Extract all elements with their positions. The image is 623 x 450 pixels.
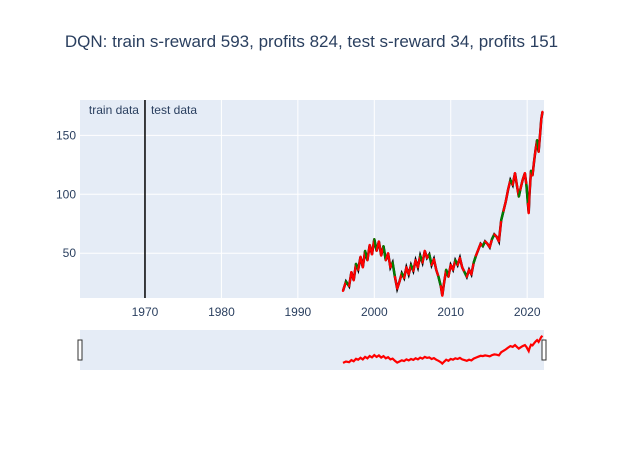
slider-price-line xyxy=(342,334,544,366)
x-tick-label: 1990 xyxy=(285,305,312,319)
range-slider-background[interactable] xyxy=(80,330,544,370)
y-tick-label: 150 xyxy=(56,128,76,142)
sell-segment xyxy=(528,169,533,196)
price-series xyxy=(341,110,544,297)
sell-segment xyxy=(386,252,392,269)
sell-segment xyxy=(527,193,531,215)
sell-segment xyxy=(540,110,544,120)
sell-segment xyxy=(352,262,358,282)
sell-segment xyxy=(441,282,445,297)
sell-segment xyxy=(488,237,494,249)
y-tick-label: 50 xyxy=(63,246,77,260)
sell-segment xyxy=(532,148,537,163)
x-tick-label: 1980 xyxy=(208,305,235,319)
sell-segment xyxy=(458,256,464,269)
x-axis-ticks: 1970 1980 1990 2000 2010 2020 xyxy=(132,305,541,319)
sell-segment xyxy=(513,171,519,189)
range-slider-series xyxy=(342,334,544,366)
sell-segment xyxy=(539,117,543,135)
sell-segment xyxy=(396,280,401,290)
buy-segment xyxy=(500,209,505,222)
sell-segment xyxy=(470,261,475,276)
sell-segment xyxy=(523,171,528,186)
sell-segment xyxy=(432,258,438,271)
sell-segment xyxy=(502,200,507,212)
range-slider-left-handle[interactable] xyxy=(77,339,83,361)
y-tick-label: 100 xyxy=(56,187,76,201)
test-data-annotation: test data xyxy=(151,103,197,117)
x-tick-label: 2000 xyxy=(361,305,388,319)
buy-segment xyxy=(391,261,397,278)
buy-segment xyxy=(517,188,522,198)
x-tick-label: 2010 xyxy=(437,305,464,319)
buy-segment xyxy=(525,183,530,205)
sell-segment xyxy=(537,131,542,153)
sell-segment xyxy=(531,160,536,177)
sell-segment xyxy=(447,263,452,278)
y-axis-ticks: 50 100 150 xyxy=(56,128,76,260)
chart-title: DQN: train s-reward 593, profits 824, te… xyxy=(64,32,559,51)
sell-segment xyxy=(435,268,440,278)
x-tick-label: 1970 xyxy=(132,305,159,319)
sell-segment xyxy=(519,179,524,191)
x-tick-label: 2020 xyxy=(514,305,541,319)
sell-segment xyxy=(497,219,503,243)
buy-segment xyxy=(472,254,478,264)
range-slider-right-handle[interactable] xyxy=(541,339,547,361)
train-data-annotation: train data xyxy=(89,103,139,117)
plot-background xyxy=(80,100,544,298)
buy-segment xyxy=(437,275,442,288)
sell-segment xyxy=(504,188,510,203)
range-slider[interactable] xyxy=(77,330,547,370)
sell-segment xyxy=(341,280,348,293)
